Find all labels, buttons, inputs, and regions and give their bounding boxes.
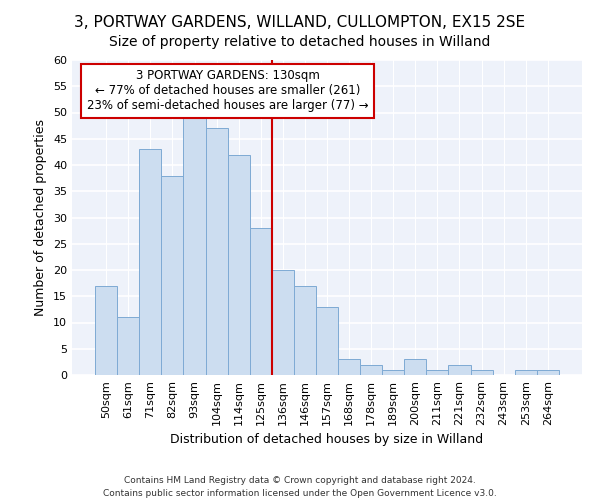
Text: Size of property relative to detached houses in Willand: Size of property relative to detached ho… (109, 35, 491, 49)
Bar (382, 370, 404, 375)
Bar (227, 154, 250, 375)
Bar (294, 286, 316, 375)
Bar (139, 149, 161, 375)
Text: Contains HM Land Registry data © Crown copyright and database right 2024.
Contai: Contains HM Land Registry data © Crown c… (103, 476, 497, 498)
Bar (161, 176, 184, 375)
Bar (515, 370, 537, 375)
Bar (95, 286, 117, 375)
Bar (448, 364, 470, 375)
Bar (250, 228, 272, 375)
Bar (206, 128, 227, 375)
Bar (427, 370, 448, 375)
X-axis label: Distribution of detached houses by size in Willand: Distribution of detached houses by size … (170, 433, 484, 446)
Bar (470, 370, 493, 375)
Y-axis label: Number of detached properties: Number of detached properties (34, 119, 47, 316)
Bar (316, 306, 338, 375)
Text: 3, PORTWAY GARDENS, WILLAND, CULLOMPTON, EX15 2SE: 3, PORTWAY GARDENS, WILLAND, CULLOMPTON,… (74, 15, 526, 30)
Bar (184, 112, 206, 375)
Bar (404, 359, 427, 375)
Text: 3 PORTWAY GARDENS: 130sqm
← 77% of detached houses are smaller (261)
23% of semi: 3 PORTWAY GARDENS: 130sqm ← 77% of detac… (87, 70, 368, 112)
Bar (117, 318, 139, 375)
Bar (537, 370, 559, 375)
Bar (272, 270, 294, 375)
Bar (338, 359, 360, 375)
Bar (360, 364, 382, 375)
